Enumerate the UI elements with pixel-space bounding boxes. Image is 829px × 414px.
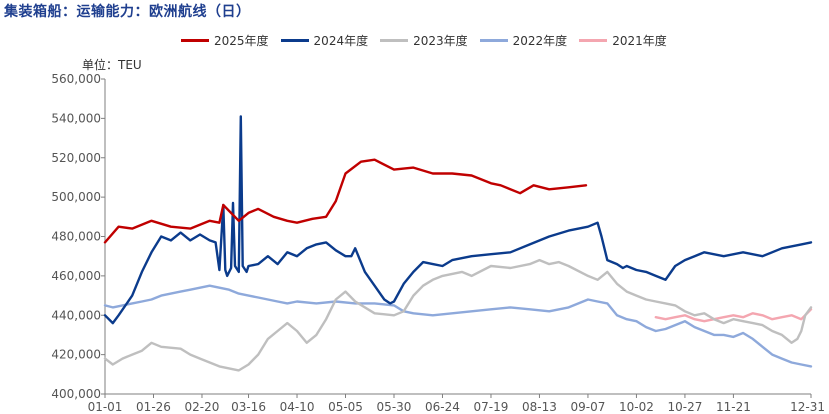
series-line-2023年度 <box>103 258 813 372</box>
series-line-2021年度 <box>654 308 813 323</box>
x-tick-label: 05-05 <box>328 400 363 414</box>
y-tick-label: 560,000 <box>51 72 101 86</box>
legend-label: 2025年度 <box>214 33 269 48</box>
legend-item[interactable]: 2023年度 <box>380 32 468 49</box>
x-tick-label: 01-01 <box>88 400 123 414</box>
y-tick-label: 500,000 <box>51 190 101 204</box>
x-tick-label: 12-31 <box>790 400 825 414</box>
x-tick-label: 08-13 <box>522 400 557 414</box>
x-tick-label: 07-19 <box>474 400 509 414</box>
legend: 2025年度 2024年度 2023年度 2022年度 2021年度 <box>181 31 679 49</box>
x-tick-label: 10-27 <box>667 400 702 414</box>
x-tick-label: 01-26 <box>136 400 171 414</box>
series-line-2022年度 <box>103 284 813 368</box>
y-tick-label: 460,000 <box>51 269 101 283</box>
legend-item[interactable]: 2022年度 <box>479 32 568 49</box>
x-tick-label: 05-30 <box>377 400 412 414</box>
series-line-2024年度 <box>103 115 813 325</box>
unit-label: 单位：TEU <box>82 58 142 72</box>
legend-swatch <box>181 38 209 42</box>
legend-swatch <box>579 38 608 42</box>
legend-label: 2023年度 <box>413 33 468 48</box>
x-tick-label: 02-20 <box>185 400 220 414</box>
y-tick-label: 400,000 <box>51 387 101 401</box>
legend-label: 2021年度 <box>612 33 667 48</box>
y-tick-label: 520,000 <box>51 151 101 165</box>
legend-item[interactable]: 2024年度 <box>280 32 369 49</box>
legend-item[interactable]: 2021年度 <box>579 32 667 49</box>
chart-title: 集装箱船：运输能力：欧洲航线（日） <box>4 4 251 20</box>
x-tick-label: 03-16 <box>231 400 266 414</box>
axes: 400,000 420,000 440,000 460,000 480,000 500,0… <box>51 72 825 414</box>
plot-area <box>103 115 813 372</box>
legend-label: 2024年度 <box>313 33 369 48</box>
legend-swatch <box>280 38 309 42</box>
series-line-2025年度 <box>103 158 588 244</box>
legend-label: 2022年度 <box>512 33 568 48</box>
y-tick-label: 480,000 <box>51 230 101 244</box>
x-tick-label: 11-21 <box>716 400 751 414</box>
legend-swatch <box>380 38 409 42</box>
y-tick-label: 420,000 <box>51 348 101 362</box>
legend-item[interactable]: 2025年度 <box>181 32 269 49</box>
x-tick-label: 09-07 <box>571 400 606 414</box>
x-tick-label: 06-24 <box>425 400 460 414</box>
y-tick-label: 440,000 <box>51 308 101 322</box>
legend-swatch <box>479 38 508 42</box>
x-tick-label: 04-10 <box>280 400 315 414</box>
y-tick-label: 540,000 <box>51 111 101 125</box>
x-tick-label: 10-02 <box>619 400 654 414</box>
